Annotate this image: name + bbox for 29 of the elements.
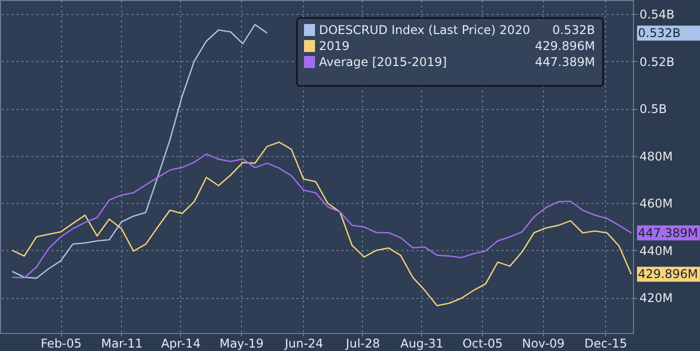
legend-label: Average [2015-2019] [319,55,447,69]
y-tick-label: 0.5B [640,102,667,116]
line-series [11,24,268,279]
legend-label: DOESCRUD Index (Last Price) 2020 [319,23,530,37]
y-tick-label: 460M [640,196,673,211]
y-tick-label: 440M [640,244,673,258]
x-tick-label: Dec-15 [584,336,628,350]
legend-label: 2019 [319,39,350,53]
y-tick-label: 0.54B [640,8,674,22]
x-tick-label: May-19 [219,336,264,350]
annotation: 429.896M [535,39,595,53]
line-series [11,153,632,278]
text: 429.896M [638,267,698,282]
x-tick-label: Nov-09 [522,336,565,350]
text: 0.532B [638,26,681,40]
y-tick-label: 480M [640,149,673,164]
x-tick-label: Aug-31 [400,336,444,350]
x-tick-label: Oct-05 [462,336,503,350]
line-series [11,142,632,306]
y-tick-label: 0.52B [640,54,674,69]
annotation: 447.389M [535,55,595,69]
text: 447.389M [638,226,698,240]
y-tick-label: 420M [640,291,673,306]
x-tick-label: Jul-28 [344,336,380,350]
annotation: 0.532B [552,23,595,37]
x-tick-label: Apr-14 [161,336,201,350]
x-tick-label: Mar-11 [101,336,143,350]
x-tick-label: Jun-24 [284,336,324,350]
x-tick-label: Feb-05 [40,336,82,350]
